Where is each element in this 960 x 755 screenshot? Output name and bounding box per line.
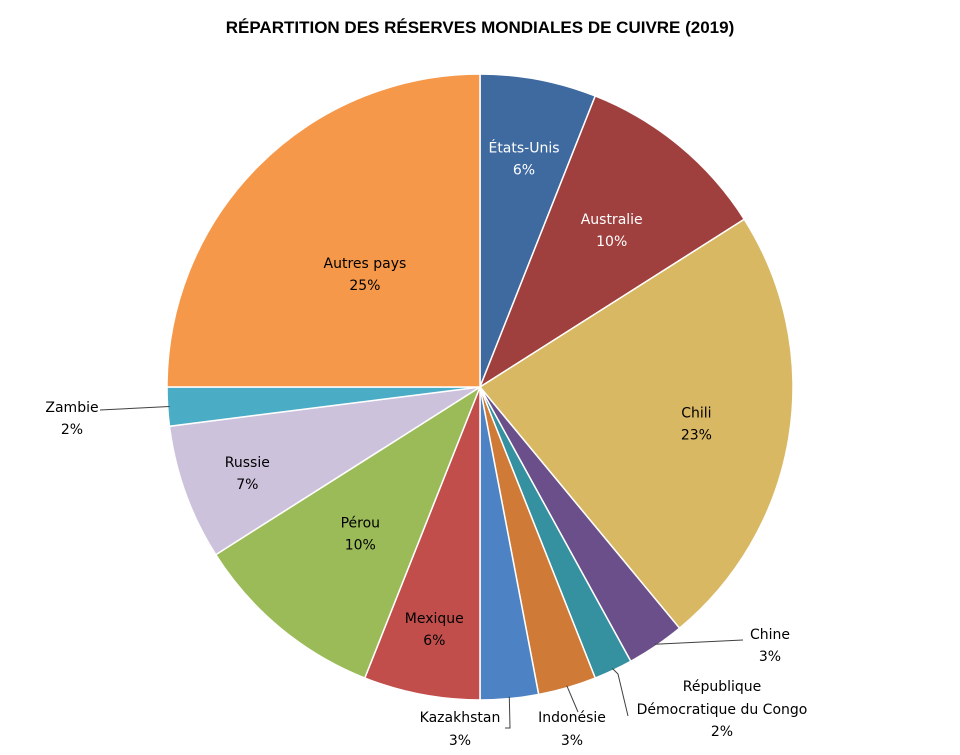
leader-lines bbox=[99, 406, 744, 729]
slice-label-republique-democratique-du-congo: Démocratique du Congo bbox=[637, 702, 808, 718]
slice-label-republique-democratique-du-congo: République bbox=[683, 679, 762, 695]
slice-label-mexique: Mexique bbox=[405, 611, 464, 627]
leader-line-republique-democratique-du-congo bbox=[612, 668, 629, 717]
slice-value-chili: 23% bbox=[681, 427, 712, 443]
slice-value-chine: 3% bbox=[759, 649, 781, 665]
pie-slice-russie bbox=[168, 386, 481, 556]
slice-label-chine: Chine bbox=[750, 627, 790, 643]
chart-title: RÉPARTITION DES RÉSERVES MONDIALES DE CU… bbox=[225, 18, 735, 37]
pie-slice-perou bbox=[214, 385, 482, 679]
slice-label-indonesie: Indonésie bbox=[538, 710, 606, 726]
slice-label-kazakhstan: Kazakhstan bbox=[420, 710, 501, 726]
slice-value-perou: 10% bbox=[345, 538, 376, 554]
slice-label-autres-pays: Autres pays bbox=[324, 256, 407, 272]
slice-value-indonesie: 3% bbox=[561, 733, 583, 749]
slice-label-zambie: Zambie bbox=[45, 400, 98, 416]
slice-value-australie: 10% bbox=[596, 234, 627, 250]
slice-label-perou: Pérou bbox=[341, 516, 380, 532]
slice-label-australie: Australie bbox=[581, 212, 643, 228]
slice-value-republique-democratique-du-congo: 2% bbox=[711, 724, 733, 740]
slice-value-mexique: 6% bbox=[423, 633, 445, 649]
slice-label-etats-unis: États-Unis bbox=[488, 139, 559, 156]
leader-line-chine bbox=[654, 639, 744, 645]
leader-line-indonesie bbox=[566, 685, 579, 713]
pie-slice-autres-pays bbox=[166, 73, 481, 388]
pie-slice-chili bbox=[478, 218, 794, 630]
slice-value-autres-pays: 25% bbox=[349, 278, 380, 294]
slice-labels: États-Unis 6% Australie 10% Chili 23% Chine 3% R… bbox=[45, 139, 807, 749]
slice-value-kazakhstan: 3% bbox=[449, 733, 471, 749]
slice-value-zambie: 2% bbox=[61, 422, 83, 438]
leader-line-zambie bbox=[99, 406, 170, 411]
pie-slices bbox=[166, 73, 794, 701]
slice-label-russie: Russie bbox=[225, 455, 270, 471]
pie-slice-mexique bbox=[363, 386, 481, 701]
pie-slice-etats-unis bbox=[479, 73, 597, 388]
pie-slice-australie bbox=[478, 95, 746, 389]
slice-value-russie: 7% bbox=[236, 477, 258, 493]
slice-label-chili: Chili bbox=[681, 405, 711, 421]
leader-line-kazakhstan bbox=[505, 696, 511, 729]
slice-value-etats-unis: 6% bbox=[513, 162, 535, 178]
